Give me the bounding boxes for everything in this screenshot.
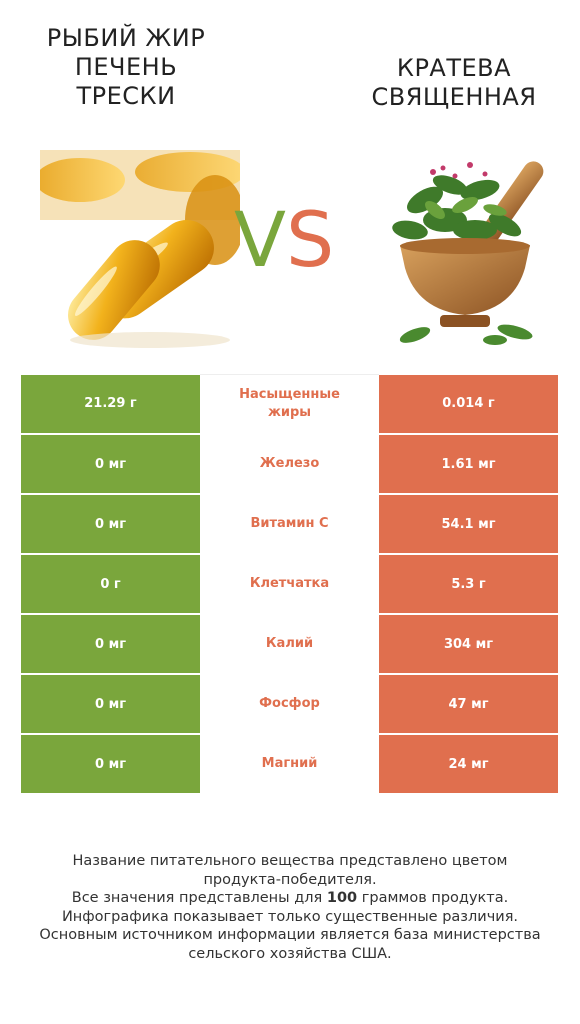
footer-line: Название питательного вещества представл…: [72, 853, 508, 869]
left-value: 0 мг: [21, 614, 200, 674]
footer-line: продукта-победителя.: [203, 871, 377, 888]
fish-oil-capsules-image: [40, 150, 240, 348]
footer-line: Основным источником информации является …: [39, 927, 541, 943]
table-row: 21.29 г Насыщенные жиры 0.014 г: [21, 374, 558, 435]
table-row: 0 мг Калий 304 мг: [21, 613, 558, 675]
nutrient-name: Магний: [200, 733, 379, 795]
vs-label: VS: [234, 200, 334, 280]
left-product-title: рыбий жир печень трески: [16, 24, 236, 111]
table-row: 0 г Клетчатка 5.3 г: [21, 553, 558, 615]
footer-line: сельского хозяйства США.: [188, 945, 392, 962]
nutrient-name: Витамин C: [200, 493, 379, 555]
left-value: 21.29 г: [21, 374, 200, 434]
nutrient-name: Клетчатка: [200, 553, 379, 615]
left-value: 0 мг: [21, 734, 200, 794]
right-value: 0.014 г: [379, 374, 558, 434]
left-product-title-line1: рыбий жир: [46, 24, 206, 52]
right-value: 54.1 мг: [379, 494, 558, 554]
nutrient-name: Железо: [200, 433, 379, 495]
right-value: 24 мг: [379, 734, 558, 794]
nutrient-name-line2: жиры: [267, 405, 312, 420]
right-value: 304 мг: [379, 614, 558, 674]
right-value: 47 мг: [379, 674, 558, 734]
footer-bold-amount: 100: [326, 890, 358, 906]
left-value: 0 мг: [21, 434, 200, 494]
left-product-title-line2: печень: [74, 53, 178, 81]
footer-notes: Название питательного вещества представл…: [20, 852, 560, 963]
right-product-title: Кратева священная: [344, 54, 564, 112]
nutrient-name-line1: Насыщенные: [239, 387, 340, 402]
left-value: 0 мг: [21, 494, 200, 554]
vs-v-letter: V: [234, 195, 286, 284]
left-value: 0 мг: [21, 674, 200, 734]
right-product-title-line2: священная: [371, 83, 537, 111]
left-product-title-line3: трески: [76, 82, 176, 110]
table-row: 0 мг Железо 1.61 мг: [21, 433, 558, 495]
left-value: 0 г: [21, 554, 200, 614]
footer-text: граммов продукта.: [357, 890, 509, 906]
table-row: 0 мг Фосфор 47 мг: [21, 673, 558, 735]
right-value: 5.3 г: [379, 554, 558, 614]
comparison-table: 21.29 г Насыщенные жиры 0.014 г 0 мг Жел…: [21, 374, 558, 795]
footer-line: Все значения представлены для 100 граммо…: [20, 889, 560, 908]
nutrient-name: Насыщенные жиры: [200, 374, 379, 435]
nutrient-name: Калий: [200, 613, 379, 675]
nutrient-name: Фосфор: [200, 673, 379, 735]
footer-line: Инфографика показывает только существенн…: [61, 908, 519, 925]
vs-s-letter: S: [286, 195, 335, 284]
herbs-mortar-image: [392, 161, 544, 345]
right-product-title-line1: Кратева: [396, 54, 512, 82]
right-value: 1.61 мг: [379, 434, 558, 494]
footer-text: Все значения представлены для: [71, 890, 327, 906]
table-row: 0 мг Витамин C 54.1 мг: [21, 493, 558, 555]
table-row: 0 мг Магний 24 мг: [21, 733, 558, 795]
